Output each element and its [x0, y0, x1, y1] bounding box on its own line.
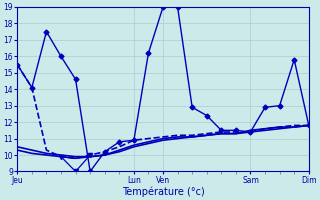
- X-axis label: Température (°c): Température (°c): [122, 186, 204, 197]
